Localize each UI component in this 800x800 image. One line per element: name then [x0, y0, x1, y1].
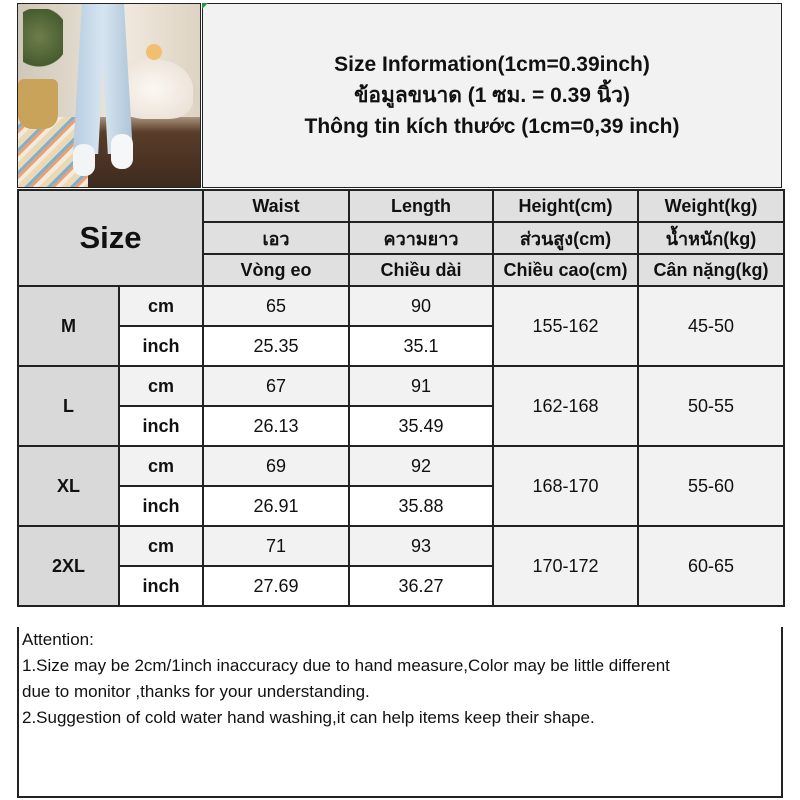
unit-inch: inch	[118, 405, 204, 447]
unit-cm: cm	[118, 285, 204, 327]
length-cm: 92	[348, 445, 494, 487]
size-label: XL	[17, 445, 120, 527]
header-weight-thai: น้ำหนัก(kg)	[637, 221, 785, 255]
weight-range: 50-55	[637, 365, 785, 447]
header-length: Length	[348, 189, 494, 223]
length-cm: 90	[348, 285, 494, 327]
unit-inch: inch	[118, 485, 204, 527]
waist-cm: 65	[202, 285, 350, 327]
title-thai: ข้อมูลขนาด (1 ซม. = 0.39 นิ้ว)	[354, 84, 630, 107]
waist-inch: 26.13	[202, 405, 350, 447]
weight-range: 55-60	[637, 445, 785, 527]
product-photo	[17, 3, 201, 188]
table-row-inch: inch 27.69 36.27	[18, 565, 784, 607]
table-row-inch: inch 25.35 35.1	[18, 325, 784, 367]
header-waist-thai: เอว	[202, 221, 350, 255]
length-inch: 35.88	[348, 485, 494, 527]
weight-range: 60-65	[637, 525, 785, 607]
note-1: 1.Size may be 2cm/1inch inaccuracy due t…	[22, 656, 670, 675]
waist-cm: 71	[202, 525, 350, 567]
unit-inch: inch	[118, 325, 204, 367]
height-range: 168-170	[492, 445, 639, 527]
corner-marker	[202, 3, 208, 9]
notes-heading: Attention:	[22, 630, 94, 649]
note-1-cont: due to monitor ,thanks for your understa…	[22, 682, 370, 701]
waist-cm: 69	[202, 445, 350, 487]
waist-cm: 67	[202, 365, 350, 407]
header-length-thai: ความยาว	[348, 221, 494, 255]
waist-inch: 27.69	[202, 565, 350, 607]
size-label: 2XL	[17, 525, 120, 607]
header-weight: Weight(kg)	[637, 189, 785, 223]
table-row-cm: 2XL cm 71 93 170-172 60-65	[17, 525, 785, 607]
header-weight-vi: Cân nặng(kg)	[637, 253, 785, 287]
height-range: 155-162	[492, 285, 639, 367]
length-cm: 93	[348, 525, 494, 567]
table-row-inch: inch 26.91 35.88	[18, 485, 784, 527]
waist-inch: 26.91	[202, 485, 350, 527]
length-cm: 91	[348, 365, 494, 407]
length-inch: 35.49	[348, 405, 494, 447]
waist-inch: 25.35	[202, 325, 350, 367]
height-range: 162-168	[492, 365, 639, 447]
header-length-vi: Chiều dài	[348, 253, 494, 287]
header-height-vi: Chiều cao(cm)	[492, 253, 639, 287]
size-label: L	[17, 365, 120, 447]
size-info-title: Size Information(1cm=0.39inch) ข้อมูลขนา…	[202, 3, 782, 188]
unit-cm: cm	[118, 365, 204, 407]
title-english: Size Information(1cm=0.39inch)	[334, 53, 650, 76]
weight-range: 45-50	[637, 285, 785, 367]
height-range: 170-172	[492, 525, 639, 607]
size-label: M	[17, 285, 120, 367]
title-vietnamese: Thông tin kích thước (1cm=0,39 inch)	[304, 115, 680, 138]
unit-cm: cm	[118, 525, 204, 567]
header-height-thai: ส่วนสูง(cm)	[492, 221, 639, 255]
header-height: Height(cm)	[492, 189, 639, 223]
table-row-cm: XL cm 69 92 168-170 55-60	[17, 445, 785, 527]
length-inch: 36.27	[348, 565, 494, 607]
header-waist: Waist	[202, 189, 350, 223]
table-row-inch: inch 26.13 35.49	[18, 405, 784, 447]
attention-notes: Attention: 1.Size may be 2cm/1inch inacc…	[17, 627, 783, 798]
length-inch: 35.1	[348, 325, 494, 367]
size-header: Size	[17, 189, 204, 287]
header-waist-vi: Vòng eo	[202, 253, 350, 287]
unit-cm: cm	[118, 445, 204, 487]
unit-inch: inch	[118, 565, 204, 607]
note-2: 2.Suggestion of cold water hand washing,…	[22, 708, 595, 727]
size-table: Size Waist Length Height(cm) Weight(kg) …	[17, 189, 785, 607]
